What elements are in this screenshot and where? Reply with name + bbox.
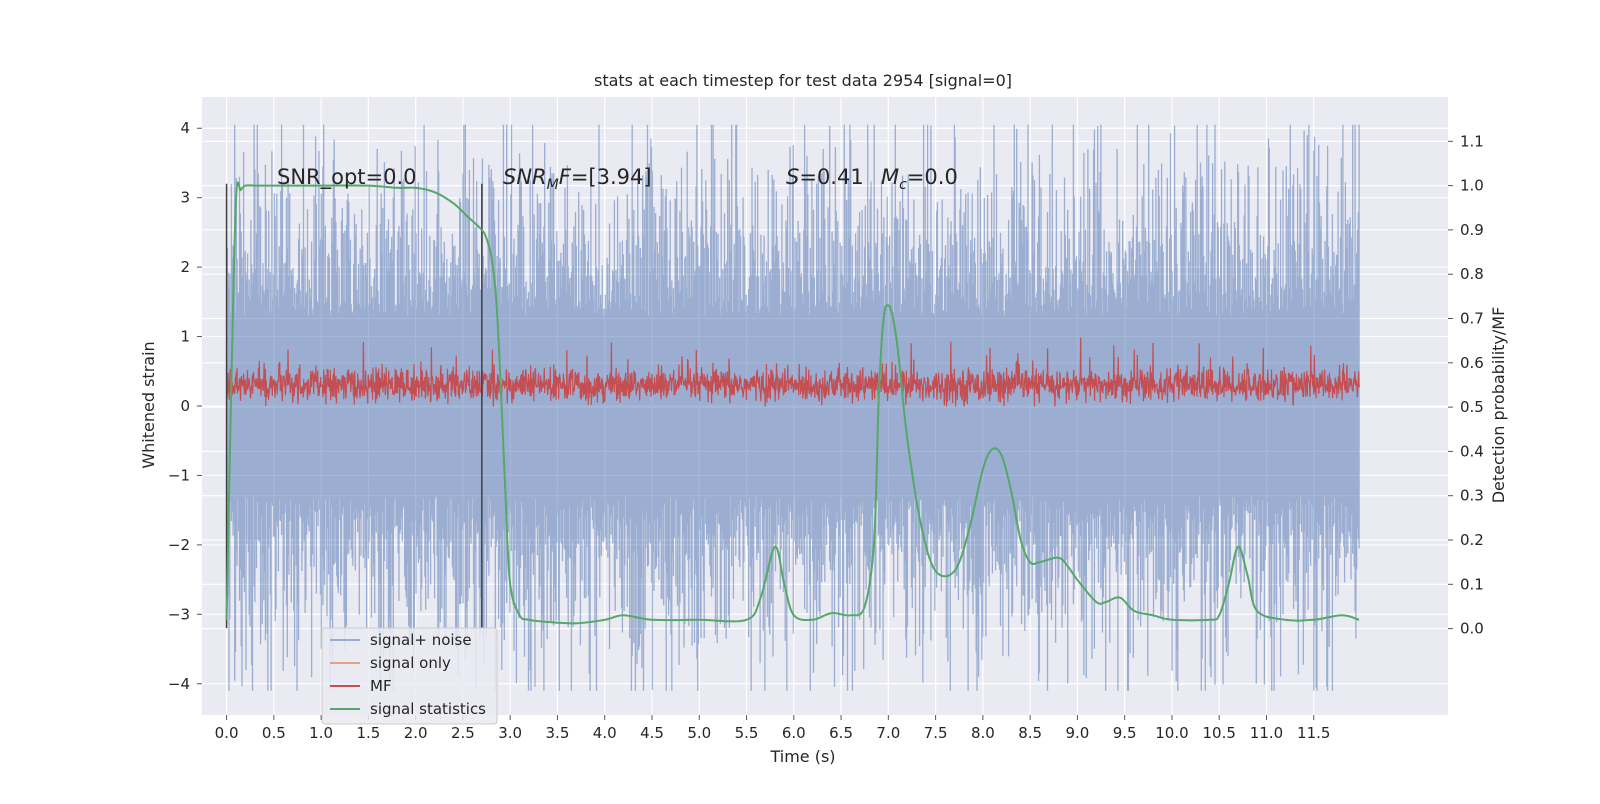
annotation-snr-mf-sub: M — [547, 177, 559, 193]
x-tick-label: 7.5 — [924, 724, 948, 742]
legend-label-signal-noise: signal+ noise — [370, 631, 472, 649]
y-right-tick-label: 0.1 — [1460, 575, 1484, 593]
annotation-snr-mf: SNRMF=[3.94] — [503, 165, 652, 193]
x-tick-label: 1.5 — [356, 724, 380, 742]
y-right-tick-label: 0.2 — [1460, 531, 1484, 549]
x-tick-label: 11.5 — [1297, 724, 1330, 742]
x-tick-label: 2.0 — [404, 724, 428, 742]
x-tick-label: 2.5 — [451, 724, 475, 742]
x-tick-label: 8.0 — [971, 724, 995, 742]
y-left-tick-label: −3 — [168, 605, 190, 623]
y-right-tick-label: 0.6 — [1460, 354, 1484, 372]
signal-statistics-trace — [225, 181, 1360, 625]
x-tick-label: 10.5 — [1203, 724, 1236, 742]
annotation-mc-sub: c — [899, 177, 907, 193]
legend-box — [321, 627, 498, 725]
x-tick-label: 11.0 — [1250, 724, 1283, 742]
series-signal-statistics — [225, 181, 1360, 625]
y-left-tick-label: 3 — [180, 189, 190, 207]
x-tick-label: 0.0 — [215, 724, 239, 742]
y-axis-right-label: Detection probability/MF — [1489, 307, 1508, 504]
y-right-tick-label: 1.0 — [1460, 177, 1484, 195]
y-right-tick-label: 0.5 — [1460, 398, 1484, 416]
annotations: SNR_opt=0.0 SNRMF=[3.94] S=0.41 Mc=0.0 — [277, 165, 958, 193]
x-tick-label: 6.5 — [829, 724, 853, 742]
x-tick-label: 8.5 — [1018, 724, 1042, 742]
legend-label-signal-only: signal only — [370, 654, 451, 672]
chart-title: stats at each timestep for test data 295… — [594, 71, 1012, 90]
x-tick-label: 9.0 — [1065, 724, 1089, 742]
x-tick-label: 3.0 — [498, 724, 522, 742]
y-right-tick-label: 0.8 — [1460, 265, 1484, 283]
x-tick-label: 9.5 — [1113, 724, 1137, 742]
x-tick-label: 1.0 — [309, 724, 333, 742]
y-axis-left-label: Whitened strain — [139, 341, 158, 468]
y-right-tick-label: 0.4 — [1460, 442, 1484, 460]
y-right-tick-label: 0.3 — [1460, 487, 1484, 505]
mf-trace — [226, 337, 1360, 407]
annotation-snr-mf-value: =[3.94] — [571, 165, 652, 189]
y-left-tick-label: −2 — [168, 536, 190, 554]
legend: signal+ noise signal only MF signal stat… — [321, 627, 498, 725]
annotation-snr-opt: SNR_opt=0.0 — [277, 165, 417, 190]
x-axis-label: Time (s) — [769, 747, 835, 766]
y-left-tick-label: −1 — [168, 466, 190, 484]
y-left-tick-label: −4 — [168, 675, 190, 693]
x-tick-label: 6.0 — [782, 724, 806, 742]
annotation-s: S=0.41 — [786, 165, 864, 189]
x-tick-label: 0.5 — [262, 724, 286, 742]
y-left-tick-label: 1 — [180, 328, 190, 346]
y-left-tick-label: 0 — [180, 397, 190, 415]
y-left-tick-label: 4 — [180, 119, 190, 137]
annotation-mc: Mc=0.0 — [881, 165, 958, 193]
series-mf — [226, 337, 1360, 407]
annotation-snr-mf-suffix: F — [559, 165, 572, 189]
annotation-s-prefix: S — [786, 165, 799, 189]
annotation-s-value: =0.41 — [799, 165, 863, 189]
axes: 0.0 0.5 1.0 1.5 2.0 2.5 3.0 3.5 4.0 4.5 5.0 5.5 6.0 6… — [168, 119, 1484, 742]
y-right-tick-label: 1.1 — [1460, 132, 1484, 150]
x-tick-label: 4.0 — [593, 724, 617, 742]
vertical-markers — [225, 183, 483, 629]
y-right-tick-label: 0.7 — [1460, 310, 1484, 328]
x-tick-label: 3.5 — [546, 724, 570, 742]
legend-label-signal-statistics: signal statistics — [370, 700, 486, 718]
y-right-tick-label: 0.0 — [1460, 620, 1484, 638]
legend-label-mf: MF — [370, 677, 392, 695]
x-tick-label: 4.5 — [640, 724, 664, 742]
x-tick-label: 10.0 — [1155, 724, 1188, 742]
annotation-mc-value: =0.0 — [907, 165, 958, 189]
x-tick-label: 7.0 — [876, 724, 900, 742]
y-right-tick-label: 0.9 — [1460, 221, 1484, 239]
x-tick-label: 5.5 — [735, 724, 759, 742]
x-tick-label: 5.0 — [687, 724, 711, 742]
annotation-snr-mf-prefix: SNR — [503, 165, 547, 189]
annotation-mc-prefix: M — [881, 165, 899, 189]
y-left-tick-label: 2 — [180, 258, 190, 276]
